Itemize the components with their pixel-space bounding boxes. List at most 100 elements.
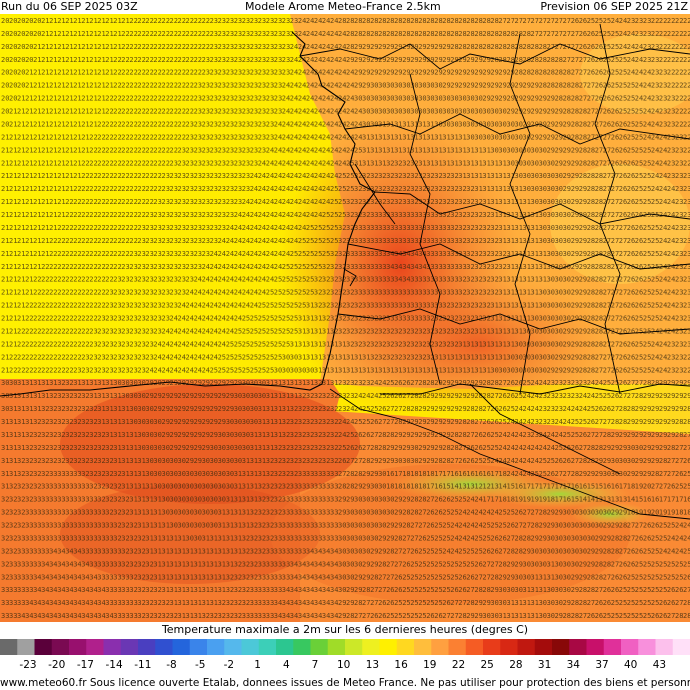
temperature-value: 30	[547, 340, 555, 348]
temperature-value: 32	[338, 250, 346, 258]
temperature-value: 30	[170, 457, 178, 465]
temperature-value: 30	[515, 586, 523, 594]
temperature-value: 24	[298, 159, 306, 167]
temperature-value: 24	[202, 263, 210, 271]
legend-tick-label: 13	[360, 658, 384, 672]
temperature-value: 32	[338, 315, 346, 323]
temperature-value: 22	[17, 353, 25, 361]
temperature-value: 28	[474, 392, 482, 400]
temperature-value: 32	[113, 509, 121, 517]
temperature-value: 33	[298, 534, 306, 542]
temperature-value: 32	[57, 405, 65, 413]
temperature-value: 30	[242, 418, 250, 426]
temperature-value: 24	[523, 405, 531, 413]
temperature-value: 23	[170, 250, 178, 258]
temperature-value: 31	[1, 418, 9, 426]
temperature-value: 25	[498, 522, 506, 530]
temperature-value: 22	[49, 276, 57, 284]
temperature-value: 31	[490, 198, 498, 206]
temperature-value: 31	[507, 328, 515, 336]
temperature-value: 30	[563, 302, 571, 310]
temperature-value: 30	[370, 121, 378, 129]
temperature-value: 25	[643, 353, 651, 361]
temperature-value: 25	[498, 509, 506, 517]
temperature-value: 30	[378, 509, 386, 517]
temperature-value: 25	[643, 366, 651, 374]
temperature-value: 30	[418, 108, 426, 116]
temperature-value: 32	[322, 431, 330, 439]
temperature-value: 31	[498, 237, 506, 245]
temperature-value: 33	[330, 534, 338, 542]
colorbar-swatch	[500, 639, 519, 655]
temperature-value: 22	[81, 302, 89, 310]
temperature-value: 27	[619, 250, 627, 258]
temperature-value: 22	[73, 211, 81, 219]
temperature-value: 30	[282, 353, 290, 361]
temperature-value: 29	[458, 405, 466, 413]
temperature-value: 31	[466, 340, 474, 348]
temperature-value: 33	[89, 522, 97, 530]
temperature-value: 24	[282, 172, 290, 180]
temperature-value: 32	[266, 522, 274, 530]
temperature-value: 32	[330, 457, 338, 465]
temperature-value: 32	[242, 547, 250, 555]
temperature-value: 31	[498, 198, 506, 206]
temperature-value: 33	[402, 198, 410, 206]
temperature-value: 31	[242, 509, 250, 517]
temperature-value: 34	[89, 599, 97, 607]
temperature-value: 22	[683, 353, 690, 361]
temperature-value: 29	[202, 392, 210, 400]
temperature-value: 25	[659, 586, 667, 594]
temperature-value: 27	[450, 457, 458, 465]
temperature-value: 25	[563, 431, 571, 439]
temperature-value: 25	[266, 302, 274, 310]
temperature-value: 24	[450, 547, 458, 555]
temperature-value: 26	[587, 43, 595, 51]
temperature-value: 24	[651, 353, 659, 361]
temperature-value: 33	[450, 250, 458, 258]
temperature-value: 22	[170, 95, 178, 103]
temperature-value: 23	[675, 159, 683, 167]
temperature-value: 22	[57, 328, 65, 336]
temperature-value: 25	[571, 431, 579, 439]
temperature-value: 32	[386, 340, 394, 348]
temperature-value: 28	[482, 30, 490, 38]
temperature-value: 23	[105, 366, 113, 374]
temperature-value: 31	[523, 276, 531, 284]
temperature-value: 31	[515, 315, 523, 323]
temperature-value: 29	[547, 522, 555, 530]
temperature-value: 22	[81, 289, 89, 297]
temperature-value: 20	[17, 43, 25, 51]
temperature-value: 22	[162, 43, 170, 51]
temperature-value: 19	[659, 509, 667, 517]
temperature-value: 25	[450, 573, 458, 581]
temperature-value: 33	[33, 522, 41, 530]
temperature-value: 26	[338, 457, 346, 465]
temperature-value: 28	[418, 392, 426, 400]
temperature-value: 22	[73, 353, 81, 361]
temperature-value: 29	[434, 43, 442, 51]
temperature-value: 27	[523, 509, 531, 517]
temperature-value: 31	[370, 133, 378, 141]
temperature-value: 18	[675, 509, 683, 517]
temperature-value: 31	[458, 146, 466, 154]
temperature-value: 31	[162, 586, 170, 594]
temperature-value: 24	[250, 198, 258, 206]
temperature-value: 34	[418, 250, 426, 258]
temperature-value: 29	[619, 431, 627, 439]
temperature-value: 32	[330, 289, 338, 297]
temperature-value: 23	[242, 69, 250, 77]
temperature-value: 20	[1, 121, 9, 129]
temperature-value: 23	[105, 289, 113, 297]
temperature-value: 30	[498, 108, 506, 116]
temperature-value: 29	[162, 392, 170, 400]
temperature-value: 32	[346, 224, 354, 232]
temperature-value: 24	[226, 315, 234, 323]
temperature-value: 29	[651, 431, 659, 439]
temperature-value: 23	[683, 302, 690, 310]
temperature-value: 32	[218, 612, 226, 620]
temperature-value: 25	[611, 56, 619, 64]
temperature-value: 21	[1, 366, 9, 374]
temperature-value: 23	[282, 43, 290, 51]
temperature-value: 31	[523, 198, 531, 206]
